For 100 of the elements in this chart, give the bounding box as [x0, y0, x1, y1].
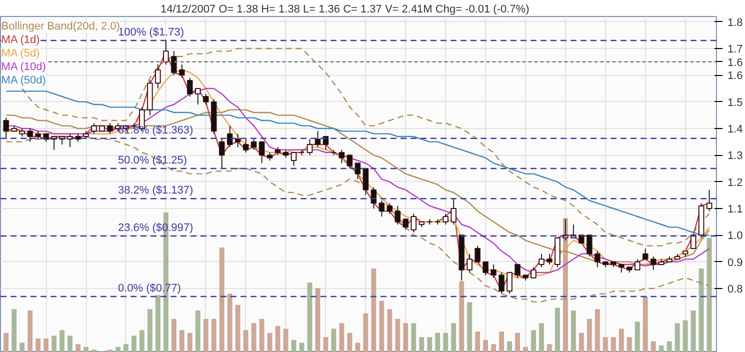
bar [331, 328, 336, 352]
bar [539, 323, 544, 352]
bar [555, 308, 560, 352]
candlestick [171, 50, 177, 76]
bar [60, 330, 65, 352]
candlestick [410, 213, 417, 233]
y-tick-label: 1.0 [728, 230, 743, 242]
bar [299, 342, 304, 352]
y-tick-label: 1.3 [728, 150, 743, 162]
candlestick [354, 162, 361, 180]
candlestick [91, 122, 97, 134]
bar [20, 342, 25, 352]
bar [195, 310, 200, 352]
text: MA (10d) [1, 60, 46, 73]
bar [379, 300, 384, 352]
bar [570, 310, 576, 352]
candlestick [194, 88, 201, 105]
candlestick [27, 128, 33, 142]
bar [435, 332, 440, 352]
ref-line-label: 38.2% ($1.137) [118, 184, 194, 197]
bar [323, 337, 328, 352]
bar [4, 332, 9, 352]
candlestick [650, 256, 656, 270]
bar [706, 238, 712, 352]
y-tick-label: 1.5 [728, 96, 743, 109]
bar [467, 302, 472, 352]
candlestick [346, 154, 353, 169]
bar [44, 338, 49, 352]
candlestick [642, 248, 648, 260]
bar [483, 340, 488, 352]
candlestick [506, 272, 512, 294]
candlestick [634, 258, 640, 270]
bar [28, 310, 33, 352]
text: MA (5d) [1, 47, 40, 60]
text: Bollinger Band(20d, 2.0) [1, 20, 120, 33]
bar [243, 330, 248, 352]
candlestick [490, 264, 496, 278]
candlestick [338, 149, 345, 164]
bar [443, 332, 448, 352]
candlestick [362, 168, 369, 196]
bar [155, 295, 160, 352]
candlestick [250, 138, 257, 150]
bar [115, 346, 120, 352]
bar [275, 326, 280, 352]
candlestick [482, 261, 488, 276]
bar [235, 304, 240, 352]
candlestick [450, 197, 456, 225]
y-tick-label: 1.1 [728, 204, 743, 216]
candlestick [3, 117, 9, 140]
bar [475, 332, 480, 352]
bar [507, 341, 512, 352]
bar [682, 320, 688, 352]
y-tick-label: 0.9 [728, 256, 743, 269]
y-tick-label: 0.8 [728, 284, 743, 296]
bar [419, 337, 424, 352]
candlestick [186, 77, 193, 97]
y-tick-label: 1.6 [728, 70, 743, 82]
bar [139, 330, 144, 352]
candlestick [538, 253, 544, 268]
bar [634, 322, 640, 352]
bar [123, 344, 128, 352]
bar [339, 323, 344, 352]
candlestick [234, 133, 241, 148]
candlestick [314, 130, 321, 148]
bar [12, 309, 17, 352]
bar [650, 341, 656, 352]
candlestick [179, 64, 185, 78]
bar [315, 288, 320, 352]
bar [499, 332, 504, 352]
bar [690, 310, 696, 352]
bar [523, 346, 528, 352]
bar [347, 332, 352, 352]
bar [403, 323, 408, 352]
candlestick [386, 202, 393, 214]
bar [594, 309, 600, 352]
bar [267, 332, 272, 352]
candlestick [530, 266, 536, 278]
bar [68, 336, 72, 352]
bar [618, 328, 624, 352]
bar [578, 332, 584, 352]
bar [363, 313, 368, 352]
bar [259, 318, 264, 352]
candlestick [562, 218, 568, 241]
candlestick [594, 250, 600, 268]
bar [395, 318, 400, 352]
bar [251, 323, 256, 352]
y-tick-label: 1.2 [728, 176, 743, 189]
bar [547, 344, 552, 352]
bar [427, 337, 432, 352]
bar [698, 268, 704, 352]
candlestick [258, 141, 265, 164]
candlestick [290, 152, 297, 166]
candlestick [202, 93, 209, 105]
bar [355, 342, 360, 352]
bar [451, 323, 456, 352]
candlestick [514, 264, 520, 278]
y-tick-label: 1.4 [728, 124, 743, 136]
bar [179, 330, 184, 352]
bar [36, 338, 41, 352]
candlestick [242, 138, 249, 153]
